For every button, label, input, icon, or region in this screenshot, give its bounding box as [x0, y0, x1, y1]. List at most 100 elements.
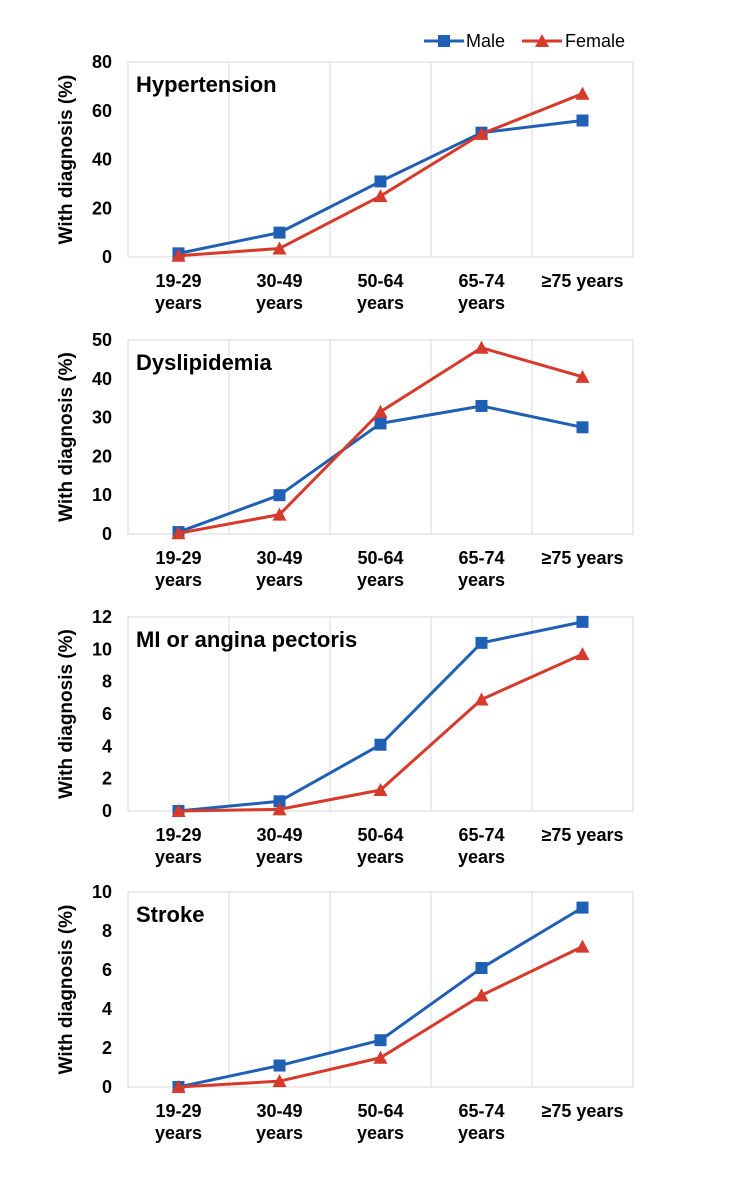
- data-point-female: [474, 126, 489, 140]
- series-male: [172, 399, 589, 539]
- data-point-female: [171, 248, 186, 262]
- y-tick-label: 6: [102, 960, 112, 980]
- y-tick-label: 4: [102, 999, 112, 1019]
- series-line-female: [178, 945, 584, 1089]
- x-tick-label: 50-64: [357, 825, 403, 845]
- x-tick-label: 19-29: [155, 1101, 201, 1121]
- plot-frame: [127, 616, 634, 812]
- panel-4: 024681019-29years30-49years50-64years65-…: [56, 882, 634, 1143]
- y-tick-label: 0: [102, 524, 112, 544]
- x-tick-label: 65-74: [458, 1101, 504, 1121]
- y-axis-label: With diagnosis (%): [56, 75, 77, 245]
- x-tick-label: ≥75 years: [542, 271, 624, 291]
- y-tick-label: 10: [92, 639, 112, 659]
- data-point-male: [273, 1059, 286, 1072]
- x-tick-label: years: [458, 847, 505, 867]
- y-axis-label: With diagnosis (%): [56, 629, 77, 799]
- x-tick-label: 30-49: [256, 1101, 302, 1121]
- y-tick-label: 0: [102, 247, 112, 267]
- panel-title: Stroke: [136, 902, 204, 927]
- legend-label-female: Female: [565, 31, 625, 51]
- panel-title: Dyslipidemia: [136, 350, 272, 375]
- data-point-male: [576, 615, 589, 628]
- x-tick-label: 65-74: [458, 548, 504, 568]
- y-tick-label: 10: [92, 485, 112, 505]
- data-point-female: [272, 1074, 287, 1088]
- y-tick-label: 6: [102, 704, 112, 724]
- data-point-female: [575, 369, 590, 383]
- data-point-female: [272, 802, 287, 816]
- y-axis-label: With diagnosis (%): [56, 905, 77, 1075]
- data-point-male: [475, 636, 488, 649]
- x-tick-label: 65-74: [458, 825, 504, 845]
- y-tick-label: 4: [102, 736, 112, 756]
- y-tick-label: 10: [92, 882, 112, 902]
- y-tick-label: 0: [102, 1077, 112, 1097]
- x-tick-label: years: [155, 570, 202, 590]
- y-tick-label: 20: [92, 198, 112, 218]
- x-tick-label: 19-29: [155, 825, 201, 845]
- data-point-female: [474, 340, 489, 354]
- data-point-female: [575, 939, 590, 953]
- data-point-female: [171, 804, 186, 817]
- data-point-male: [576, 421, 589, 434]
- series-line-female: [178, 346, 583, 535]
- y-tick-label: 40: [92, 369, 112, 389]
- data-point-female: [171, 1080, 186, 1093]
- data-point-female: [171, 526, 186, 540]
- plot-frame: [127, 891, 634, 1088]
- x-tick-label: ≥75 years: [542, 548, 624, 568]
- panel-1: 02040608019-29years30-49years50-64years6…: [56, 52, 634, 313]
- data-point-male: [475, 962, 488, 975]
- data-point-male: [374, 417, 387, 430]
- data-point-female: [373, 782, 388, 796]
- x-tick-label: 50-64: [357, 548, 403, 568]
- data-point-female: [272, 241, 287, 255]
- data-point-male: [374, 738, 387, 751]
- data-point-male: [475, 399, 488, 412]
- data-point-male: [374, 1034, 387, 1047]
- y-tick-label: 12: [92, 607, 112, 627]
- data-point-female: [272, 507, 287, 521]
- x-tick-label: years: [357, 293, 404, 313]
- x-tick-label: years: [155, 293, 202, 313]
- data-point-female: [474, 692, 489, 706]
- legend-item-male: Male: [424, 31, 505, 51]
- panel-title: Hypertension: [136, 72, 277, 97]
- y-tick-label: 2: [102, 769, 112, 789]
- plot-frame: [127, 339, 634, 535]
- panel-title: MI or angina pectoris: [136, 627, 357, 652]
- plot-frame: [127, 61, 634, 258]
- x-tick-label: 50-64: [357, 1101, 403, 1121]
- x-tick-label: years: [357, 1123, 404, 1143]
- series-female: [171, 647, 590, 817]
- data-point-male: [374, 175, 387, 188]
- x-tick-label: 65-74: [458, 271, 504, 291]
- data-point-male: [576, 114, 589, 127]
- data-point-female: [373, 189, 388, 203]
- y-tick-label: 30: [92, 408, 112, 428]
- series-male: [172, 114, 589, 260]
- data-point-female: [575, 86, 590, 100]
- data-point-female: [373, 1050, 388, 1064]
- data-point-female: [474, 988, 489, 1002]
- x-tick-label: ≥75 years: [542, 825, 624, 845]
- x-tick-label: years: [256, 847, 303, 867]
- x-tick-label: years: [155, 1123, 202, 1143]
- x-tick-label: years: [458, 293, 505, 313]
- x-tick-label: 19-29: [155, 548, 201, 568]
- panel-3: 02468101219-29years30-49years50-64years6…: [56, 607, 634, 867]
- series-male: [172, 901, 589, 1093]
- x-tick-label: 30-49: [256, 548, 302, 568]
- legend-label-male: Male: [466, 31, 505, 51]
- y-tick-label: 20: [92, 446, 112, 466]
- data-point-male: [576, 901, 589, 914]
- panel-2: 0102030405019-29years30-49years50-64year…: [56, 330, 634, 590]
- x-tick-label: ≥75 years: [542, 1101, 624, 1121]
- y-tick-label: 40: [92, 150, 112, 170]
- x-tick-label: years: [458, 1123, 505, 1143]
- data-point-male: [273, 489, 286, 502]
- x-tick-label: years: [256, 293, 303, 313]
- x-tick-label: years: [256, 570, 303, 590]
